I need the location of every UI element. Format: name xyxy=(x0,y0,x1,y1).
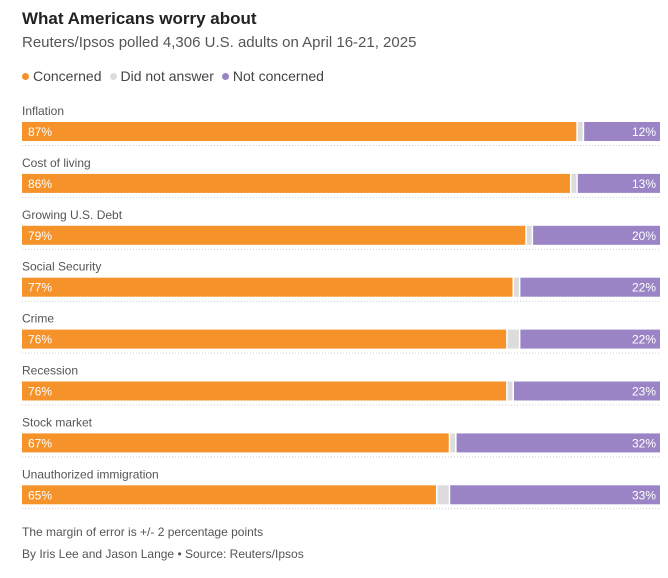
bar-unauthorized-immigration-not-concerned xyxy=(450,485,660,505)
value-label-social-security-not-concerned: 22% xyxy=(632,281,656,295)
value-label-unauthorized-immigration-not-concerned: 33% xyxy=(632,488,656,502)
category-label-stock-market: Stock market xyxy=(22,415,93,429)
bar-cost-of-living-concerned xyxy=(22,173,570,193)
value-label-social-security-concerned: 77% xyxy=(28,281,52,295)
value-label-crime-concerned: 76% xyxy=(28,333,52,347)
stacked-bar-chart: Inflation 87% 12% Cost of living 86% 13% Growi… xyxy=(22,104,660,510)
category-label-growing-u-s-debt: Growing U.S. Debt xyxy=(22,208,123,222)
value-label-unauthorized-immigration-concerned: 65% xyxy=(28,488,52,502)
bar-stock-market-not-concerned xyxy=(456,433,660,453)
value-label-stock-market-not-concerned: 32% xyxy=(632,436,656,450)
bar-social-security-did-not-answer xyxy=(514,277,519,297)
value-label-inflation-concerned: 87% xyxy=(28,125,52,139)
bar-inflation-did-not-answer xyxy=(577,122,583,141)
legend-swatch-not-concerned xyxy=(221,72,229,80)
legend-swatch-concerned xyxy=(22,72,29,80)
legend-item-did-not-answer: Did not answer xyxy=(109,68,214,84)
legend-label-not-concerned: Not concerned xyxy=(232,68,324,84)
bar-recession-not-concerned xyxy=(514,381,660,401)
bar-social-security-not-concerned xyxy=(520,277,660,297)
value-label-crime-not-concerned: 22% xyxy=(632,333,656,347)
bar-cost-of-living-did-not-answer xyxy=(571,173,577,193)
value-label-growing-u-s-debt-not-concerned: 20% xyxy=(632,229,656,243)
bar-recession-did-not-answer xyxy=(507,381,513,401)
legend: Concerned Did not answer Not concerned xyxy=(22,68,324,84)
legend-item-concerned: Concerned xyxy=(22,68,102,84)
bar-recession-concerned xyxy=(22,381,507,401)
bar-unauthorized-immigration-concerned xyxy=(22,485,436,505)
category-label-unauthorized-immigration: Unauthorized immigration xyxy=(22,467,159,481)
value-label-recession-concerned: 76% xyxy=(28,385,52,399)
value-label-cost-of-living-concerned: 86% xyxy=(28,177,52,191)
value-label-growing-u-s-debt-concerned: 79% xyxy=(28,229,52,243)
bar-growing-u-s-debt-concerned xyxy=(22,225,526,245)
category-label-recession: Recession xyxy=(22,364,78,378)
value-label-cost-of-living-not-concerned: 13% xyxy=(632,177,656,191)
bar-growing-u-s-debt-not-concerned xyxy=(533,225,660,245)
margin-of-error-note: The margin of error is +/- 2 percentage … xyxy=(22,525,264,539)
bar-social-security-concerned xyxy=(22,277,513,297)
legend-item-not-concerned: Not concerned xyxy=(221,68,324,84)
bar-growing-u-s-debt-did-not-answer xyxy=(526,225,532,245)
bar-crime-did-not-answer xyxy=(507,329,519,349)
category-label-cost-of-living: Cost of living xyxy=(22,156,91,170)
value-label-inflation-not-concerned: 12% xyxy=(632,125,656,139)
legend-label-did-not-answer: Did not answer xyxy=(120,68,214,84)
legend-swatch-did-not-answer xyxy=(109,72,117,80)
chart-subtitle: Reuters/Ipsos polled 4,306 U.S. adults o… xyxy=(22,34,417,51)
category-label-crime: Crime xyxy=(22,312,54,326)
bar-unauthorized-immigration-did-not-answer xyxy=(437,485,449,505)
chart-title: What Americans worry about xyxy=(22,9,257,28)
category-label-inflation: Inflation xyxy=(22,104,64,118)
bar-cost-of-living-not-concerned xyxy=(577,173,660,193)
bar-stock-market-did-not-answer xyxy=(450,433,456,453)
credit-line: By Iris Lee and Jason Lange • Source: Re… xyxy=(22,547,304,561)
bar-inflation-not-concerned xyxy=(584,122,660,141)
bar-inflation-concerned xyxy=(22,122,577,141)
bar-stock-market-concerned xyxy=(22,433,449,453)
legend-label-concerned: Concerned xyxy=(33,68,102,84)
bar-crime-not-concerned xyxy=(520,329,660,349)
value-label-recession-not-concerned: 23% xyxy=(632,385,656,399)
value-label-stock-market-concerned: 67% xyxy=(28,436,52,450)
bar-crime-concerned xyxy=(22,329,507,349)
category-label-social-security: Social Security xyxy=(22,260,101,274)
